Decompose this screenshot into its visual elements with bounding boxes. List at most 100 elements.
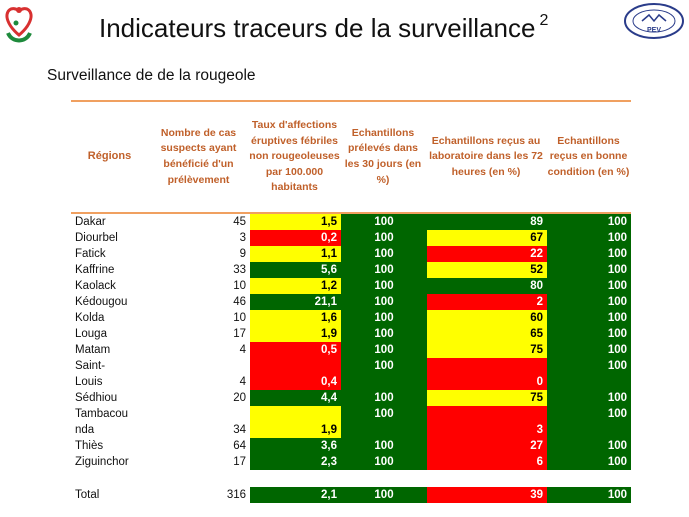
rate-cell-value: 1,5 (321, 216, 337, 228)
lab-72h-cell-value: 67 (530, 232, 543, 244)
samples-30d-value: 100 (374, 328, 394, 340)
region-label: Sédhiou (75, 392, 118, 404)
samples-30d-cell: 100 (341, 262, 427, 278)
cases-cell: 20 (148, 390, 250, 406)
samples-30d-value: 100 (374, 232, 394, 244)
good-condition-value: 100 (607, 489, 627, 501)
table-row: Louga 17 1,9 100 65 100 (71, 326, 631, 342)
cases-cell: 4 (148, 358, 250, 390)
cases-cell-value: 4 (239, 376, 246, 388)
cases-cell-value: 316 (226, 489, 246, 501)
samples-30d-value: 100 (374, 360, 394, 372)
rate-cell: 21,1 (250, 294, 341, 310)
good-condition-value: 100 (607, 296, 627, 308)
cases-cell: 4 (148, 342, 250, 358)
samples-30d-cell: 100 (341, 278, 427, 294)
cases-cell-value: 3 (239, 232, 246, 244)
region-name: Kaolack (71, 278, 148, 294)
region-name: Ziguinchor (71, 454, 148, 470)
lab-72h-cell-value: 80 (530, 280, 543, 292)
samples-30d-cell: 100 (341, 342, 427, 358)
table-row: Dakar 45 1,5 100 89 100 (71, 214, 631, 230)
rate-cell: 0,2 (250, 230, 341, 246)
good-condition-value: 100 (607, 440, 627, 452)
cases-cell: 34 (148, 406, 250, 438)
region-name: Matam (71, 342, 148, 358)
good-condition-cell: 100 (547, 342, 631, 358)
good-condition-cell: 100 (547, 406, 631, 438)
rate-cell-value: 1,9 (321, 328, 337, 340)
region-name: Fatick (71, 246, 148, 262)
region-name: Kédougou (71, 294, 148, 310)
region-label: Thiès (75, 440, 104, 452)
lab-72h-cell: 2 (427, 294, 547, 310)
good-condition-cell: 100 (547, 487, 631, 503)
cases-cell: 10 (148, 310, 250, 326)
samples-30d-cell: 100 (341, 406, 427, 438)
lab-72h-cell: 22 (427, 246, 547, 262)
lab-72h-cell-value: 6 (536, 456, 543, 468)
samples-30d-cell: 100 (341, 358, 427, 390)
lab-72h-cell-value: 65 (530, 328, 543, 340)
good-condition-value: 100 (607, 248, 627, 260)
col-header-samples-30d: Echantillons prélevés dans les 30 jours … (344, 126, 422, 186)
cases-cell: 9 (148, 246, 250, 262)
good-condition-cell: 100 (547, 438, 631, 454)
col-header-rate: Taux d'affections éruptives fébriles non… (249, 119, 340, 194)
lab-72h-cell-value: 39 (530, 489, 543, 501)
lab-72h-cell: 0 (427, 358, 547, 390)
title-superscript: 2 (539, 12, 549, 29)
good-condition-cell: 100 (547, 294, 631, 310)
region-label-continued: nda (75, 424, 95, 436)
lab-72h-cell-value: 22 (530, 248, 543, 260)
table-row: Kaolack 10 1,2 100 80 100 (71, 278, 631, 294)
region-name: Kolda (71, 310, 148, 326)
region-label: Ziguinchor (75, 456, 129, 468)
region-label: Matam (75, 344, 111, 356)
table-row: Matam 4 0,5 100 75 100 (71, 342, 631, 358)
good-condition-cell: 100 (547, 214, 631, 230)
samples-30d-cell: 100 (341, 454, 427, 470)
lab-72h-cell: 52 (427, 262, 547, 278)
region-name: Saint- Louis (71, 358, 148, 390)
cases-cell-value: 17 (233, 456, 246, 468)
cases-cell-value: 9 (239, 248, 246, 260)
lab-72h-cell: 60 (427, 310, 547, 326)
region-name: Kaffrine (71, 262, 148, 278)
table-row: Fatick 9 1,1 100 22 100 (71, 246, 631, 262)
header-top-rule (71, 100, 631, 102)
lab-72h-cell-value: 27 (530, 440, 543, 452)
rate-cell-value: 0,2 (321, 232, 337, 244)
good-condition-value: 100 (607, 328, 627, 340)
good-condition-value: 100 (607, 456, 627, 468)
cases-cell: 45 (148, 214, 250, 230)
samples-30d-value: 100 (374, 344, 394, 356)
rate-cell: 2,3 (250, 454, 341, 470)
region-label: Kaffrine (75, 264, 115, 276)
samples-30d-cell: 100 (341, 438, 427, 454)
lab-72h-cell-value: 89 (530, 216, 543, 228)
cases-cell: 316 (148, 487, 250, 503)
lab-72h-cell: 3 (427, 406, 547, 438)
cases-cell-value: 64 (233, 440, 246, 452)
good-condition-cell: 100 (547, 246, 631, 262)
subtitle: Surveillance de de la rougeole (47, 67, 256, 84)
samples-30d-value: 100 (374, 408, 394, 420)
rate-cell: 4,4 (250, 390, 341, 406)
table-row: Kédougou 46 21,1 100 2 100 (71, 294, 631, 310)
rate-cell-value: 3,6 (321, 440, 337, 452)
samples-30d-value: 100 (374, 392, 394, 404)
rate-cell-value: 0,5 (321, 344, 337, 356)
total-row: Total 316 2,1 100 39 100 (71, 487, 631, 503)
region-label: Kaolack (75, 280, 116, 292)
col-header-regions: Régions (87, 150, 132, 163)
table-row: Thiès 64 3,6 100 27 100 (71, 438, 631, 454)
lab-72h-cell: 67 (427, 230, 547, 246)
good-condition-value: 100 (607, 344, 627, 356)
cases-cell: 46 (148, 294, 250, 310)
rate-cell-value: 1,2 (321, 280, 337, 292)
col-header-lab-72h: Echantillons reçus au laboratoire dans l… (429, 134, 543, 178)
col-header-cases: Nombre de cas suspects ayant bénéficié d… (160, 126, 237, 186)
region-label: Louga (75, 328, 107, 340)
samples-30d-cell: 100 (341, 310, 427, 326)
